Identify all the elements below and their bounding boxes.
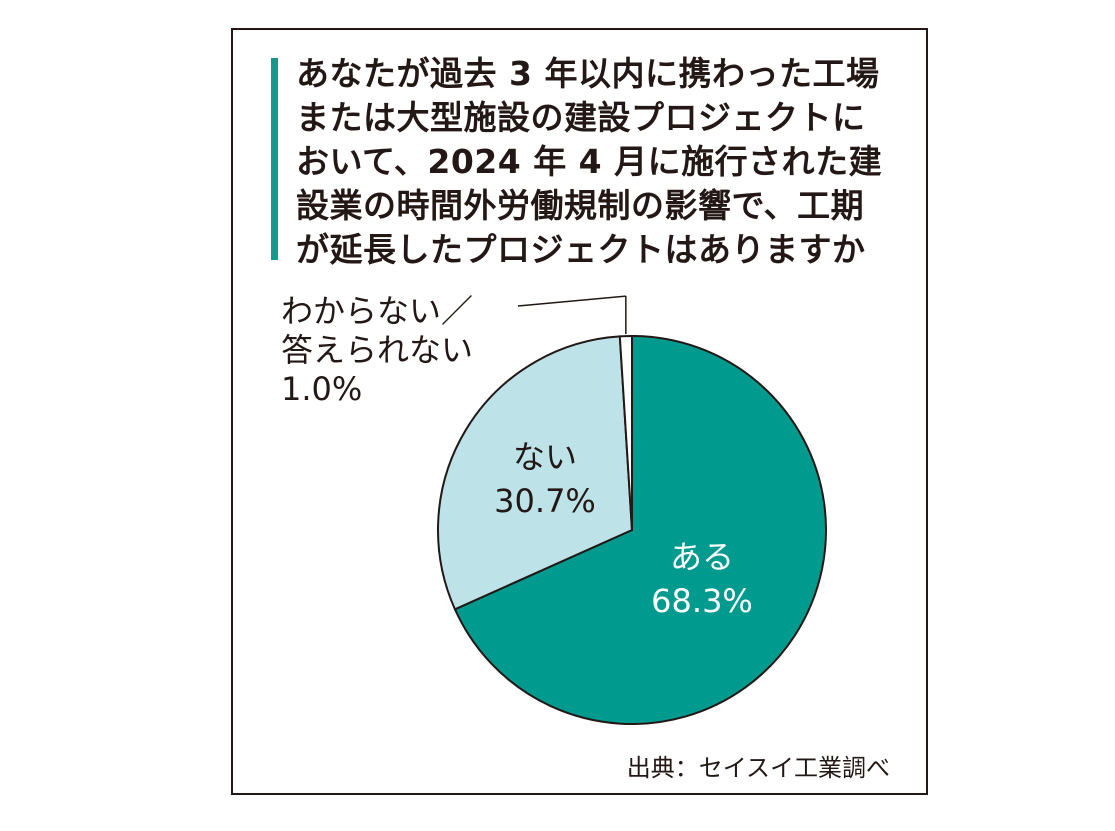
slice-category-label: ある: [670, 538, 734, 576]
chart-title: あなたが過去 3 年以内に携わった工場 または大型施設の建設プロジェクトに おい…: [296, 52, 916, 272]
title-line: あなたが過去 3 年以内に携わった工場: [296, 54, 880, 93]
title-line: 設業の時間外労働規制の影響で、工期: [296, 186, 865, 225]
outside-label-leader-line: [517, 295, 626, 307]
source-note: 出典：セイスイ工業調べ: [626, 754, 890, 782]
pie-slice: [437, 335, 634, 611]
slice-value-label: 30.7%: [494, 482, 596, 520]
title-line: が延長したプロジェクトはありますか: [296, 230, 866, 269]
title-line: または大型施設の建設プロジェクトに: [296, 98, 866, 137]
title-accent-bar: [271, 58, 278, 260]
pie-slice: [453, 334, 827, 725]
slice-value-label: 68.3%: [651, 582, 753, 620]
pie-slice: [618, 334, 633, 531]
slice-category-label: ない: [513, 438, 577, 476]
slice-category-label: 答えられない: [281, 331, 473, 369]
title-line: おいて、2024 年 4 月に施行された建: [296, 142, 883, 181]
slice-value-label: 1.0%: [281, 370, 362, 408]
pie-slices: [437, 334, 827, 725]
slice-category-label: わからない／: [281, 292, 473, 330]
